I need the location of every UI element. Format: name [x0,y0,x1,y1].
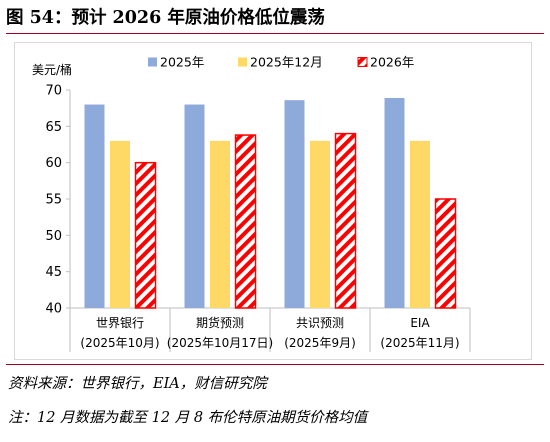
legend-swatch [238,57,247,67]
y-tick-label: 65 [45,120,62,135]
legend-swatch [357,57,368,67]
figure-title: 图 54：预计 2026 年原油价格低位震荡 [6,8,325,28]
y-tick-label: 40 [45,302,62,317]
x-category-label: 世界银行 [96,316,144,330]
x-category-label: EIA [410,316,430,330]
bar-series-1 [284,100,305,308]
bar-series-2 [210,140,230,308]
legend-label: 2026年 [370,55,414,70]
x-category-label: 共识预测 [296,316,344,330]
bar-series-3 [134,161,157,309]
bar-series-1 [184,104,205,309]
title-rule [6,33,544,34]
bar-series-3 [434,198,457,309]
y-tick-label: 45 [45,265,62,280]
bar-series-2 [410,140,430,308]
x-category-sublabel: (2025年11月) [380,336,459,350]
x-category-label: 期货预测 [196,315,244,330]
x-category-sublabel: (2025年10月17日) [167,336,273,350]
bar-series-1 [384,97,405,308]
chart-frame [14,42,532,360]
bar-series-1 [84,104,105,309]
legend-swatch [148,57,157,67]
x-category-sublabel: (2025年9月) [284,336,356,350]
x-category-sublabel: (2025年10月) [80,336,159,350]
footer-rule [6,364,544,365]
footnote: 注：12 月数据为截至 12 月 8 布伦特原油期货价格均值 [8,410,368,426]
y-tick-label: 70 [45,84,62,99]
bar-series-2 [110,140,130,308]
y-tick-label: 60 [45,156,62,171]
y-tick-label: 55 [45,193,62,208]
y-axis-label: 美元/桶 [32,62,72,77]
bar-series-3 [334,132,357,309]
legend-label: 2025年 [160,55,204,70]
legend-label: 2025年12月 [250,55,323,70]
bar-series-3 [234,134,257,309]
source-note: 资料来源：世界银行，EIA，财信研究院 [8,376,267,392]
y-tick-label: 50 [45,229,62,244]
bar-series-2 [310,140,330,308]
